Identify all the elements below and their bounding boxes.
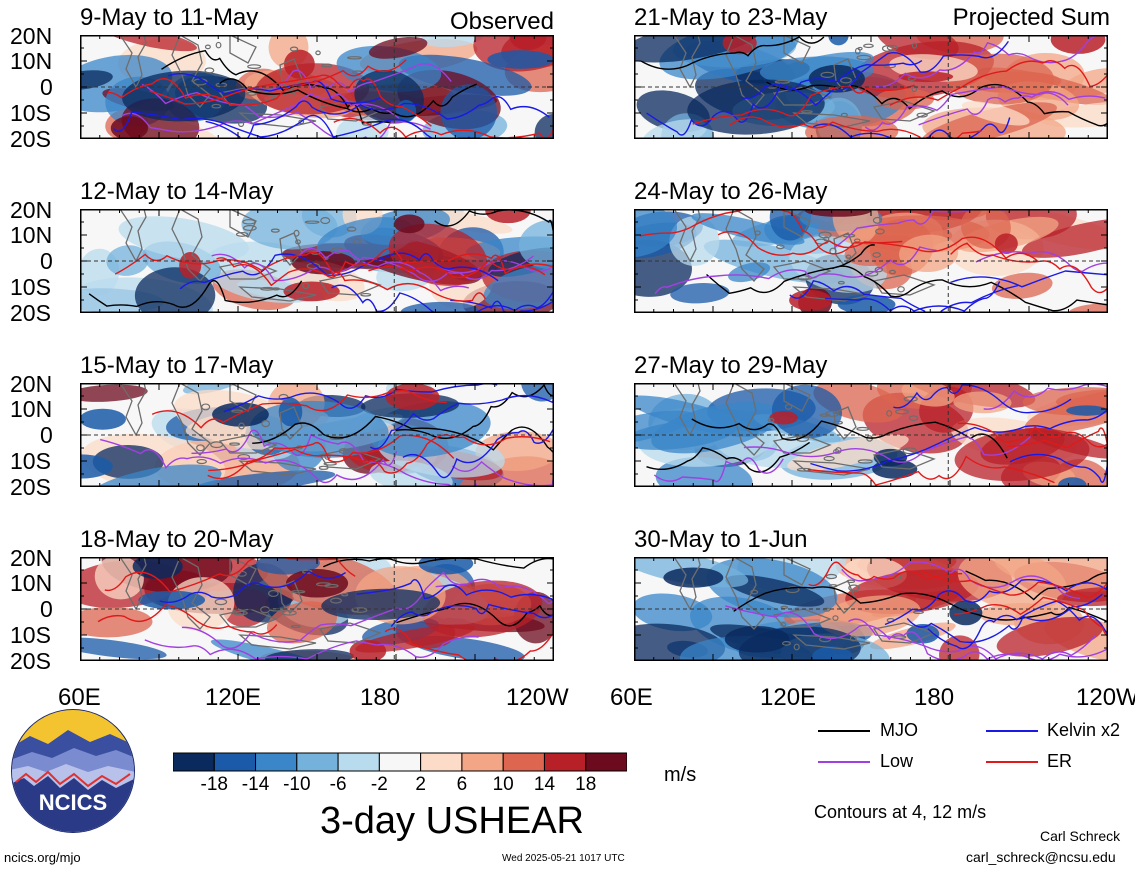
- colorbar-swatch: [337, 752, 380, 772]
- map-panel-left-1: [80, 35, 554, 139]
- author-name: Carl Schreck: [1040, 828, 1121, 844]
- colorbar: [173, 752, 627, 772]
- panel-title-right-4: 30-May to 1-Jun: [634, 526, 808, 553]
- colorbar-tick-label: -2: [370, 774, 388, 795]
- panel-title-right-2: 24-May to 26-May: [634, 178, 828, 205]
- lat-tick-10n: 10N: [10, 570, 53, 596]
- colorbar-tick-label: -10: [283, 774, 311, 795]
- map-panel-right-3: [634, 383, 1108, 487]
- colorbar-swatch: [461, 752, 504, 772]
- lat-tick-0: 0: [40, 422, 53, 448]
- lon-tick-180-right: 180: [914, 684, 955, 711]
- timestamp: Wed 2025-05-21 1017 UTC: [502, 853, 625, 864]
- legend-low-line: [818, 761, 870, 763]
- panel-title-right-1: 21-May to 23-May: [634, 4, 828, 31]
- site-url: ncics.org/mjo: [4, 850, 81, 865]
- colorbar-tick-label: -14: [241, 774, 270, 795]
- lon-tick-180-left: 180: [360, 684, 401, 711]
- colorbar-tick-label: 14: [533, 774, 556, 795]
- colorbar-swatch: [543, 752, 587, 772]
- lat-tick-10n: 10N: [10, 396, 53, 422]
- projected-label: Projected Sum: [952, 4, 1110, 31]
- figure-title: 3-day USHEAR: [320, 800, 584, 842]
- colorbar-swatch: [378, 752, 422, 772]
- colorbar-tick-label: -18: [200, 774, 228, 795]
- lat-tick-10s: 10S: [10, 622, 51, 648]
- lat-tick-20s: 20S: [10, 474, 51, 500]
- panel-title-left-4: 18-May to 20-May: [80, 526, 274, 553]
- colorbar-tick-label: 6: [456, 774, 468, 795]
- lat-tick-20n: 20N: [10, 545, 53, 571]
- lat-tick-20n: 20N: [10, 371, 53, 397]
- legend-kelvin-line: [986, 730, 1038, 732]
- lat-tick-0: 0: [40, 596, 53, 622]
- colorbar-swatch: [585, 752, 627, 772]
- map-panel-left-4: [80, 557, 554, 661]
- colorbar-tick-label: -6: [329, 774, 347, 795]
- panel-title-left-1: 9-May to 11-May: [80, 4, 259, 31]
- colorbar-swatch: [502, 752, 545, 772]
- legend-er-line: [986, 761, 1038, 763]
- lon-tick-120e-left: 120E: [205, 684, 262, 711]
- colorbar-unit: m/s: [664, 764, 697, 786]
- colorbar-swatch: [173, 752, 215, 772]
- lon-tick-120w-right: 120W: [1076, 684, 1135, 711]
- lat-tick-20s: 20S: [10, 648, 51, 674]
- lat-tick-0: 0: [40, 74, 53, 100]
- legend-er: ER: [1047, 751, 1073, 771]
- colorbar-swatch: [255, 752, 298, 772]
- panel-title-left-3: 15-May to 17-May: [80, 352, 274, 379]
- lon-tick-120e-right: 120E: [760, 684, 817, 711]
- map-panel-right-2: [634, 209, 1108, 313]
- observed-label: Observed: [449, 8, 554, 35]
- colorbar-tick-label: 18: [575, 774, 597, 795]
- colorbar-tick-label: 10: [492, 774, 514, 795]
- lat-tick-20n: 20N: [10, 197, 53, 223]
- lat-tick-10n: 10N: [10, 48, 53, 74]
- map-panel-left-2: [80, 209, 554, 313]
- map-panel-right-4: [634, 557, 1108, 661]
- colorbar-tick-label: 2: [415, 774, 426, 795]
- colorbar-swatch: [213, 752, 257, 772]
- lat-tick-10s: 10S: [10, 448, 51, 474]
- lat-tick-20s: 20S: [10, 300, 51, 326]
- map-panel-right-1: [634, 35, 1108, 139]
- lat-tick-10s: 10S: [10, 274, 51, 300]
- legend-mjo: MJO: [880, 720, 918, 740]
- legend-mjo-line: [818, 730, 870, 732]
- lat-tick-10s: 10S: [10, 100, 51, 126]
- legend-low: Low: [880, 751, 914, 771]
- lon-tick-60e-right: 60E: [610, 684, 653, 711]
- logo-text: NCICS: [39, 790, 107, 815]
- lat-tick-20n: 20N: [10, 23, 53, 49]
- lat-tick-0: 0: [40, 248, 53, 274]
- lat-tick-20s: 20S: [10, 126, 51, 152]
- lon-tick-120w-left: 120W: [506, 684, 569, 711]
- legend-kelvin: Kelvin x2: [1047, 720, 1121, 740]
- lat-tick-10n: 10N: [10, 222, 53, 248]
- colorbar-swatch: [420, 752, 463, 772]
- colorbar-swatch: [296, 752, 339, 772]
- panel-title-left-2: 12-May to 14-May: [80, 178, 274, 205]
- panel-title-right-3: 27-May to 29-May: [634, 352, 828, 379]
- map-panel-left-3: [80, 383, 554, 487]
- author-email: carl_schreck@ncsu.edu: [966, 849, 1116, 865]
- ncics-logo: NCICS: [11, 709, 135, 833]
- contours-note: Contours at 4, 12 m/s: [814, 802, 987, 822]
- lon-tick-60e-left: 60E: [58, 684, 101, 711]
